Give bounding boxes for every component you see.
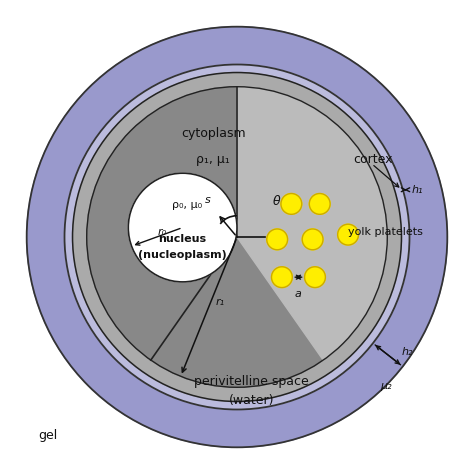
Text: r₁: r₁	[216, 297, 225, 307]
Text: perivitelline space: perivitelline space	[194, 374, 309, 388]
Circle shape	[305, 267, 325, 288]
Circle shape	[87, 87, 387, 387]
Text: (water): (water)	[228, 393, 274, 407]
Text: r₀: r₀	[157, 227, 166, 237]
Text: (nucleoplasm): (nucleoplasm)	[138, 250, 227, 260]
Text: nucleus: nucleus	[159, 234, 207, 245]
Text: h₂: h₂	[402, 347, 413, 357]
Text: ρ₀, μ₀: ρ₀, μ₀	[173, 200, 202, 210]
Text: gel: gel	[38, 429, 57, 442]
Text: cortex: cortex	[353, 153, 392, 165]
Circle shape	[302, 229, 323, 250]
Text: θ: θ	[273, 195, 280, 208]
Circle shape	[128, 173, 237, 282]
Circle shape	[337, 224, 358, 245]
Circle shape	[272, 267, 292, 288]
Circle shape	[281, 193, 302, 214]
Text: h₁: h₁	[412, 185, 423, 195]
Circle shape	[73, 73, 401, 401]
Circle shape	[267, 229, 288, 250]
Text: a: a	[295, 290, 302, 300]
Wedge shape	[237, 87, 387, 360]
Circle shape	[64, 64, 410, 410]
Text: yolk platelets: yolk platelets	[348, 227, 423, 237]
Circle shape	[27, 27, 447, 447]
Text: ρ₁, μ₁: ρ₁, μ₁	[197, 153, 230, 165]
Text: μ₂: μ₂	[380, 381, 392, 391]
Circle shape	[310, 193, 330, 214]
Text: cytoplasm: cytoplasm	[181, 127, 246, 139]
Text: s: s	[204, 195, 210, 205]
